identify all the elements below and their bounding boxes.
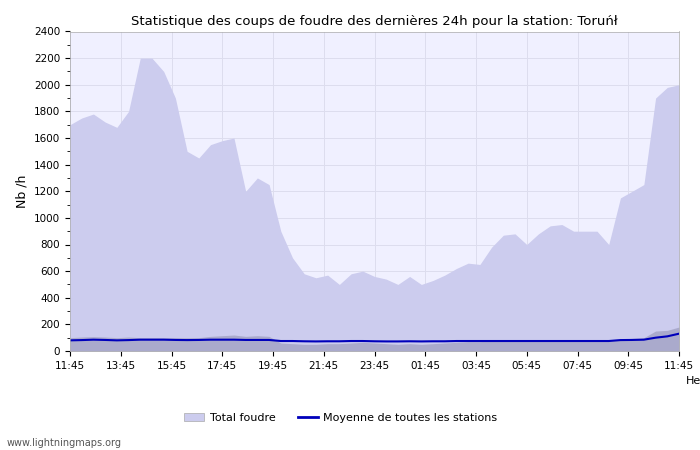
Legend: Foudre détectée par Toruńł: Foudre détectée par Toruńł xyxy=(180,447,365,450)
Y-axis label: Nb /h: Nb /h xyxy=(15,175,29,208)
Text: www.lightningmaps.org: www.lightningmaps.org xyxy=(7,438,122,448)
Title: Statistique des coups de foudre des dernières 24h pour la station: Toruńł: Statistique des coups de foudre des dern… xyxy=(131,14,618,27)
Text: Heure: Heure xyxy=(686,376,700,386)
